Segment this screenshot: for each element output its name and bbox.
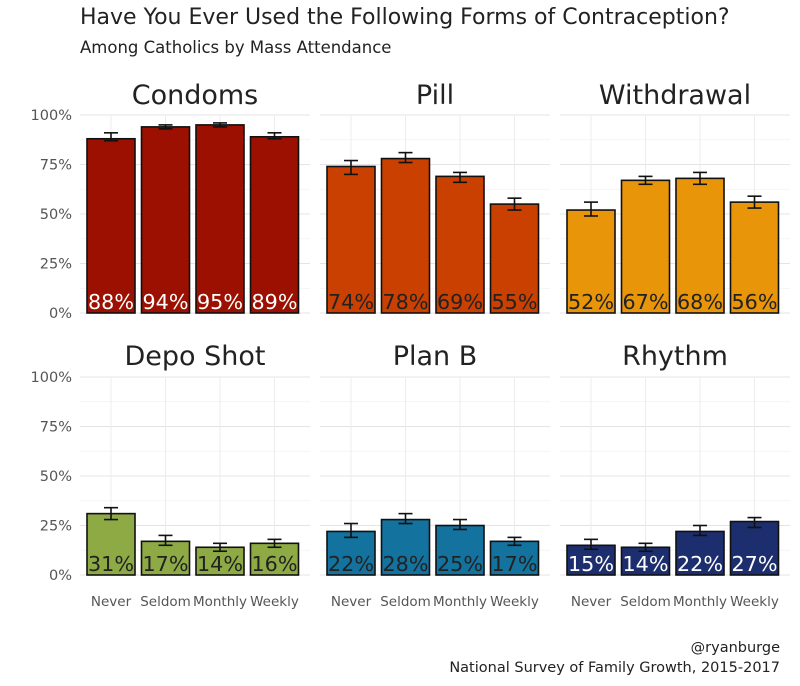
- data-label: 69%: [437, 290, 483, 314]
- data-label: 22%: [677, 552, 723, 576]
- bar: [489, 203, 540, 314]
- bar: [566, 544, 616, 576]
- data-label: 25%: [437, 552, 483, 576]
- bar: [249, 135, 300, 314]
- bar: [675, 530, 725, 576]
- x-tick-label: Monthly: [193, 594, 247, 610]
- data-label: 14%: [197, 552, 243, 576]
- data-label: 17%: [492, 552, 538, 576]
- data-label: 94%: [143, 290, 189, 314]
- y-tick-label: 25%: [40, 257, 72, 273]
- data-label: 89%: [252, 290, 298, 314]
- bar: [86, 512, 136, 576]
- x-tick-label: Weekly: [250, 594, 299, 610]
- data-label: 28%: [383, 552, 429, 576]
- data-label: 88%: [88, 290, 134, 314]
- panel-title: Depo Shot: [125, 341, 266, 372]
- bar: [380, 518, 431, 576]
- y-tick-label: 75%: [40, 420, 72, 436]
- chart-subtitle: Among Catholics by Mass Attendance: [80, 38, 392, 57]
- panel-title: Rhythm: [622, 341, 728, 372]
- bar: [195, 124, 245, 314]
- data-label: 74%: [328, 290, 374, 314]
- y-tick-label: 50%: [40, 207, 72, 223]
- data-label: 16%: [252, 552, 298, 576]
- y-tick-label: 50%: [40, 469, 72, 485]
- y-tick-label: 75%: [40, 158, 72, 174]
- bar: [140, 126, 191, 314]
- y-tick-label: 25%: [40, 519, 72, 535]
- panel-withdrawal: Withdrawal 52% 67% 68% 56%: [560, 80, 790, 314]
- caption-author: @ryanburge: [690, 640, 780, 656]
- x-tick-label: Monthly: [673, 594, 727, 610]
- data-label: 27%: [732, 552, 778, 576]
- y-tick-label: 0%: [49, 306, 72, 322]
- chart-title: Have You Ever Used the Following Forms o…: [80, 5, 730, 30]
- data-label: 14%: [623, 552, 669, 576]
- bar: [729, 520, 780, 576]
- bar: [86, 137, 136, 314]
- panel-title: Pill: [416, 80, 454, 111]
- data-label: 68%: [677, 290, 723, 314]
- x-tick-label: Seldom: [620, 594, 671, 610]
- x-tick-label: Seldom: [140, 594, 191, 610]
- panel-rhythm: Rhythm 15% 14% 22% 27% Never Seldom Monthly Week…: [560, 341, 790, 610]
- bar: [620, 179, 671, 314]
- panel-condoms: Condoms 88% 94% 95% 89% 0% 25% 50% 75% 100%: [31, 80, 310, 322]
- data-label: 55%: [492, 290, 538, 314]
- bar: [326, 165, 376, 314]
- caption-source: National Survey of Family Growth, 2015-2…: [449, 660, 780, 676]
- data-label: 95%: [197, 290, 243, 314]
- panel-title: Withdrawal: [599, 80, 751, 111]
- x-tick-label: Never: [331, 594, 372, 610]
- x-tick-label: Seldom: [380, 594, 431, 610]
- data-label: 78%: [383, 290, 429, 314]
- panel-title: Plan B: [393, 341, 478, 372]
- x-tick-label: Monthly: [433, 594, 487, 610]
- x-tick-label: Weekly: [490, 594, 539, 610]
- x-tick-label: Never: [91, 594, 132, 610]
- panel-plan-b: Plan B 22% 28% 25% 17% Never Seldom Monthly Week…: [320, 341, 550, 610]
- data-label: 31%: [88, 552, 134, 576]
- y-tick-label: 100%: [31, 370, 72, 386]
- panel-depo-shot: Depo Shot 31% 17% 14% 16% 0% 25% 50% 75% 100% Neve…: [31, 341, 310, 610]
- data-label: 22%: [328, 552, 374, 576]
- data-label: 52%: [568, 290, 614, 314]
- x-tick-label: Never: [571, 594, 612, 610]
- bar: [435, 175, 485, 314]
- panel-pill: Pill 74% 78% 69% 55%: [320, 80, 550, 314]
- x-tick-label: Weekly: [730, 594, 779, 610]
- data-label: 15%: [568, 552, 614, 576]
- data-label: 17%: [143, 552, 189, 576]
- bar: [435, 524, 485, 576]
- panel-title: Condoms: [132, 80, 259, 111]
- y-tick-label: 100%: [31, 108, 72, 124]
- bar: [675, 177, 725, 314]
- y-tick-label: 0%: [49, 568, 72, 584]
- bar: [326, 530, 376, 576]
- bar: [380, 157, 431, 314]
- data-label: 67%: [623, 290, 669, 314]
- data-label: 56%: [732, 290, 778, 314]
